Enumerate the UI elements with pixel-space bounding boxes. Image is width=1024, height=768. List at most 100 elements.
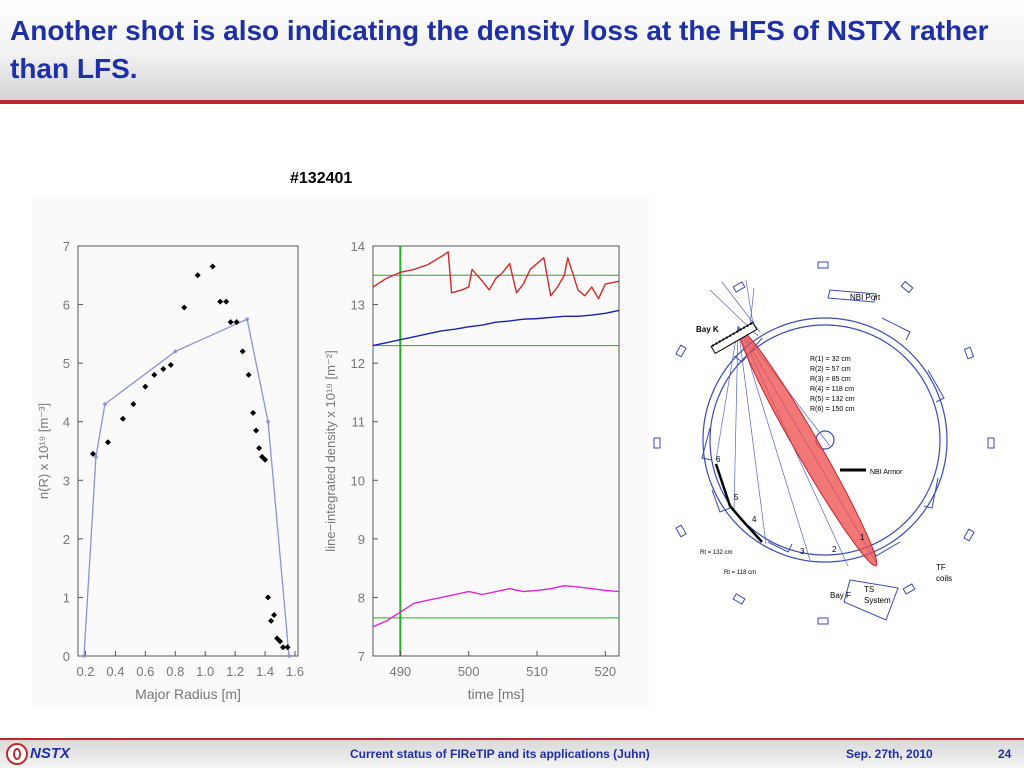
plot2-ytick-label: 11 <box>352 415 366 430</box>
radius-line-4: R(4) = 118 cm <box>810 386 854 393</box>
label-tf-coils: coils <box>936 574 952 583</box>
plot2-ylabel: line−integrated density x 10¹⁹ [m⁻²] <box>323 350 338 551</box>
label-rt-118: Rt = 118 cm <box>724 570 756 576</box>
chord-number-6: 6 <box>716 455 721 464</box>
chord-number-1: 1 <box>860 533 865 542</box>
profile-data-point <box>130 401 137 408</box>
chord-number-3: 3 <box>800 547 805 556</box>
plot2-ytick-label: 10 <box>351 473 365 488</box>
profile-fit-line <box>83 318 290 657</box>
profile-data-point <box>160 366 167 372</box>
profile-data-point <box>151 371 158 378</box>
header-divider <box>0 100 1024 104</box>
trace-red-line <box>372 251 620 300</box>
plot1-xtick-label: 1.2 <box>226 664 244 679</box>
profile-fit-point <box>266 419 270 424</box>
plot2-xtick-label: 500 <box>458 664 480 679</box>
plot2-xtick-label: 490 <box>389 664 411 679</box>
label-nbi-port: NBI Port <box>850 293 881 302</box>
profile-data-point <box>265 594 272 601</box>
chord-number-2: 2 <box>832 545 837 554</box>
label-ts-system: System <box>864 596 891 605</box>
profile-data-point <box>227 319 234 326</box>
profile-data-point <box>245 371 252 378</box>
plot2-xtick-label: 510 <box>526 664 548 679</box>
profile-data-point <box>268 617 275 624</box>
footer-logo-text: NSTX <box>30 745 71 762</box>
plot1-xtick-label: 0.2 <box>76 664 94 679</box>
radius-line-5: R(5) = 132 cm <box>810 396 855 403</box>
plot1-xtick-label: 1.4 <box>256 664 274 679</box>
vessel-inner-ring <box>709 324 941 556</box>
plot1-ytick-label: 4 <box>63 415 70 430</box>
slide-title: Another shot is also indicating the dens… <box>10 15 989 84</box>
density-profile-chart: 0.2 0.4 0.6 0.8 1.0 1.2 1.4 1.6 0 1 2 3 4 5 6 7 Major R… <box>36 239 304 702</box>
profile-data-point <box>256 445 263 452</box>
bay-k-port <box>710 321 758 355</box>
profile-data-point <box>253 427 260 434</box>
profile-data-point <box>209 263 216 270</box>
trace-blue-line <box>372 309 620 347</box>
profile-data-point <box>262 456 269 463</box>
chord-number-5: 5 <box>734 493 739 502</box>
plot1-xtick-label: 1.0 <box>196 664 214 679</box>
radius-line-1: R(1) = 32 cm <box>810 356 851 363</box>
slide-header <box>0 0 1024 100</box>
line-density-chart: 490 500 510 520 7 8 9 10 11 12 13 14 time [ms] line… <box>323 239 620 702</box>
label-ts: TS <box>864 585 874 594</box>
plot2-xtick-label: 520 <box>594 664 616 679</box>
shot-number: #132401 <box>290 170 353 187</box>
profile-data-point <box>119 415 126 422</box>
page-number: 24 <box>998 747 1012 761</box>
plot1-xlabel: Major Radius [m] <box>135 686 241 702</box>
profile-fit-point <box>173 349 178 354</box>
profile-data-point <box>277 638 284 645</box>
label-bay-k: Bay K <box>696 325 719 334</box>
plot2-xlabel: time [ms] <box>468 686 525 702</box>
plot1-ytick-label: 6 <box>63 298 70 313</box>
profile-data-point <box>250 409 257 416</box>
chord-number-4: 4 <box>752 515 757 524</box>
plot1-ytick-label: 3 <box>63 473 70 488</box>
tf-coil-markers <box>653 261 995 625</box>
radius-line-6: R(6) = 150 cm <box>810 406 855 413</box>
nstx-logo-icon <box>6 743 28 765</box>
profile-data-point <box>194 272 201 279</box>
plot2-ytick-label: 8 <box>358 590 365 605</box>
footer-title: Current status of FIReTIP and its applic… <box>350 747 650 761</box>
plot2-ytick-label: 7 <box>358 649 365 664</box>
plot2-ytick-label: 9 <box>358 532 365 547</box>
plot-panel <box>33 196 649 708</box>
profile-data-point <box>104 439 111 446</box>
profile-data-point <box>181 304 188 311</box>
profile-fit-point <box>94 455 98 459</box>
footer-divider <box>0 738 1024 740</box>
plot1-ytick-label: 5 <box>63 356 70 371</box>
plot2-ytick-label: 14 <box>351 239 365 254</box>
plot1-ylabel: n(R) x 10¹⁹ [m⁻³] <box>36 403 51 499</box>
profile-data-point <box>271 612 278 618</box>
nstx-chord-diagram: NBI Port Bay K Bay F NBI Armor TS System… <box>653 261 995 625</box>
label-rt-132: Rt = 132 cm <box>700 550 733 556</box>
label-tf: TF <box>936 563 946 572</box>
profile-data-point <box>223 298 230 305</box>
footer-date: Sep. 27th, 2010 <box>846 747 933 761</box>
trace-magenta-line <box>372 585 620 628</box>
profile-data-point <box>233 319 240 326</box>
plot1-xtick-label: 0.8 <box>166 664 184 679</box>
profile-data-point <box>89 450 96 457</box>
profile-data-point <box>280 644 287 651</box>
plot1-xtick-label: 1.6 <box>286 664 304 679</box>
label-nbi-armor: NBI Armor <box>870 469 903 476</box>
slide-footer <box>0 740 1024 768</box>
profile-data-point <box>167 361 174 368</box>
plot1-xtick-label: 0.4 <box>106 664 124 679</box>
plot1-ytick-label: 7 <box>63 239 70 254</box>
profile-data-point <box>284 644 291 651</box>
profile-fit-point <box>245 317 249 322</box>
profile-fit-point <box>82 654 86 658</box>
plot2-ytick-label: 13 <box>351 298 365 313</box>
plot2-frame <box>372 245 620 657</box>
plot1-ytick-label: 1 <box>63 590 70 605</box>
hfs-wall-segment <box>714 463 763 543</box>
